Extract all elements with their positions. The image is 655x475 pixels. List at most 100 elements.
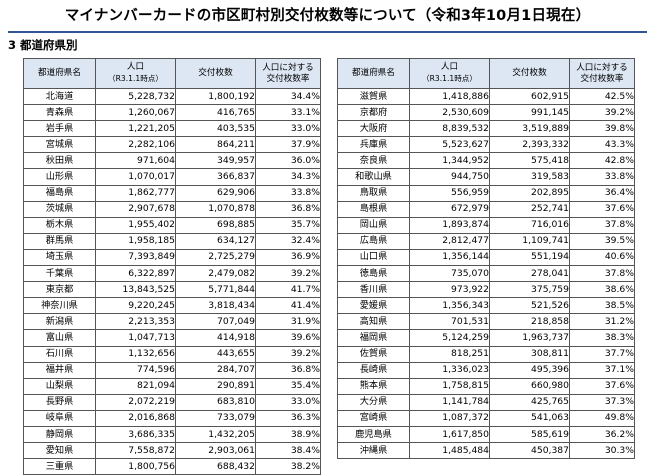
- prefecture-name-cell: 熊本県: [337, 377, 410, 395]
- issue-rate-cell: 49.8%: [569, 409, 635, 427]
- issued-count-cell: 2,393,332: [489, 136, 570, 154]
- population-cell: 1,344,952: [409, 152, 490, 170]
- prefecture-name-cell: 山口県: [337, 248, 410, 267]
- prefecture-name-cell: 兵庫県: [337, 136, 410, 154]
- table-row: 山梨県 821,094 290,891 35.4%: [23, 377, 321, 395]
- header-population-sub: （R3.1.1時点）: [108, 74, 163, 83]
- prefecture-name-cell: 栃木県: [23, 216, 96, 234]
- issued-count-cell: 1,432,205: [175, 425, 256, 444]
- header-prefecture-name: 都道府県名: [23, 58, 96, 89]
- population-cell: 1,862,777: [95, 184, 176, 202]
- issued-count-cell: 443,655: [175, 345, 256, 363]
- table-row: 大阪府 8,839,532 3,519,889 39.8%: [337, 120, 635, 138]
- population-cell: 8,839,532: [409, 120, 490, 138]
- table-row: 島根県 672,979 252,741 37.6%: [337, 200, 635, 218]
- population-cell: 735,070: [409, 265, 490, 283]
- issue-rate-cell: 38.5%: [569, 297, 635, 315]
- table-row: 長野県 2,072,219 683,810 33.0%: [23, 393, 321, 411]
- issued-count-cell: 660,980: [489, 377, 570, 395]
- table-row: 青森県 1,260,067 416,765 33.1%: [23, 104, 321, 122]
- issue-rate-cell: 33.1%: [255, 104, 321, 122]
- table-row: 山形県 1,070,017 366,837 34.3%: [23, 168, 321, 186]
- table-row: 群馬県 1,958,185 634,127 32.4%: [23, 232, 321, 250]
- population-cell: 6,322,897: [95, 265, 176, 283]
- prefecture-name-cell: 北海道: [23, 87, 96, 106]
- prefecture-name-cell: 香川県: [337, 281, 410, 299]
- population-cell: 1,070,017: [95, 168, 176, 186]
- issue-rate-cell: 42.8%: [569, 152, 635, 170]
- population-cell: 2,907,678: [95, 200, 176, 218]
- section-heading: 3 都道府県別: [8, 38, 78, 52]
- issued-count-cell: 707,049: [175, 313, 256, 331]
- prefecture-name-cell: 岡山県: [337, 216, 410, 234]
- header-rate: 人口に対する 交付枚数率: [569, 58, 635, 89]
- issued-count-cell: 688,432: [175, 458, 256, 475]
- header-rate-line2: 交付枚数率: [580, 73, 624, 84]
- population-cell: 2,072,219: [95, 393, 176, 411]
- prefecture-name-cell: 千葉県: [23, 265, 96, 283]
- prefecture-name-cell: 滋賀県: [337, 87, 410, 106]
- population-cell: 2,213,353: [95, 313, 176, 331]
- issue-rate-cell: 36.4%: [569, 184, 635, 202]
- table-row: 宮崎県 1,087,372 541,063 49.8%: [337, 409, 635, 427]
- issued-count-cell: 252,741: [489, 200, 570, 218]
- prefecture-name-cell: 福井県: [23, 361, 96, 379]
- prefecture-name-cell: 埼玉県: [23, 248, 96, 267]
- issued-count-cell: 349,957: [175, 152, 256, 170]
- issue-rate-cell: 33.0%: [255, 120, 321, 138]
- prefecture-name-cell: 長野県: [23, 393, 96, 411]
- issue-rate-cell: 37.3%: [569, 393, 635, 411]
- prefecture-name-cell: 東京都: [23, 281, 96, 299]
- issue-rate-cell: 39.6%: [255, 329, 321, 347]
- issued-count-cell: 403,535: [175, 120, 256, 138]
- title-underline: [8, 31, 647, 33]
- header-issued: 交付枚数: [489, 58, 570, 89]
- population-cell: 672,979: [409, 200, 490, 218]
- population-cell: 774,596: [95, 361, 176, 379]
- table-row: 埼玉県 7,393,849 2,725,279 36.9%: [23, 248, 321, 267]
- header-rate: 人口に対する 交付枚数率: [255, 58, 321, 89]
- table-row: 福島県 1,862,777 629,906 33.8%: [23, 184, 321, 202]
- issued-count-cell: 629,906: [175, 184, 256, 202]
- issue-rate-cell: 33.0%: [255, 393, 321, 411]
- table-row: 新潟県 2,213,353 707,049 31.9%: [23, 313, 321, 331]
- issue-rate-cell: 36.8%: [255, 361, 321, 379]
- prefecture-name-cell: 三重県: [23, 458, 96, 475]
- table-row: 広島県 2,812,477 1,109,741 39.5%: [337, 232, 635, 250]
- prefecture-name-cell: 徳島県: [337, 265, 410, 283]
- table-row: 福井県 774,596 284,707 36.8%: [23, 361, 321, 379]
- population-cell: 9,220,245: [95, 297, 176, 315]
- population-cell: 821,094: [95, 377, 176, 395]
- table-row: 京都府 2,530,609 991,145 39.2%: [337, 104, 635, 122]
- issue-rate-cell: 37.9%: [255, 136, 321, 154]
- issue-rate-cell: 31.9%: [255, 313, 321, 331]
- table-row: 富山県 1,047,713 414,918 39.6%: [23, 329, 321, 347]
- population-cell: 556,959: [409, 184, 490, 202]
- issued-count-cell: 5,771,844: [175, 281, 256, 299]
- table-row: 佐賀県 818,251 308,811 37.7%: [337, 345, 635, 363]
- header-rate-line1: 人口に対する: [576, 62, 628, 73]
- prefecture-name-cell: 新潟県: [23, 313, 96, 331]
- issued-count-cell: 1,963,737: [489, 329, 570, 347]
- prefecture-name-cell: 佐賀県: [337, 345, 410, 363]
- table-row: 大分県 1,141,784 425,765 37.3%: [337, 393, 635, 411]
- prefecture-name-cell: 奈良県: [337, 152, 410, 170]
- issued-count-cell: 414,918: [175, 329, 256, 347]
- issue-rate-cell: 38.9%: [255, 425, 321, 444]
- issued-count-cell: 602,915: [489, 87, 570, 106]
- issue-rate-cell: 39.5%: [569, 232, 635, 250]
- issue-rate-cell: 36.2%: [569, 425, 635, 444]
- issued-count-cell: 698,885: [175, 216, 256, 234]
- issued-count-cell: 3,818,434: [175, 297, 256, 315]
- issued-count-cell: 284,707: [175, 361, 256, 379]
- population-cell: 7,393,849: [95, 248, 176, 267]
- issue-rate-cell: 34.4%: [255, 87, 321, 106]
- issued-count-cell: 575,418: [489, 152, 570, 170]
- population-cell: 1,336,023: [409, 361, 490, 379]
- population-cell: 944,750: [409, 168, 490, 186]
- table-row: 長崎県 1,336,023 495,396 37.1%: [337, 361, 635, 379]
- header-issued: 交付枚数: [175, 58, 256, 89]
- issue-rate-cell: 41.4%: [255, 297, 321, 315]
- issued-count-cell: 1,109,741: [489, 232, 570, 250]
- prefecture-name-cell: 大分県: [337, 393, 410, 411]
